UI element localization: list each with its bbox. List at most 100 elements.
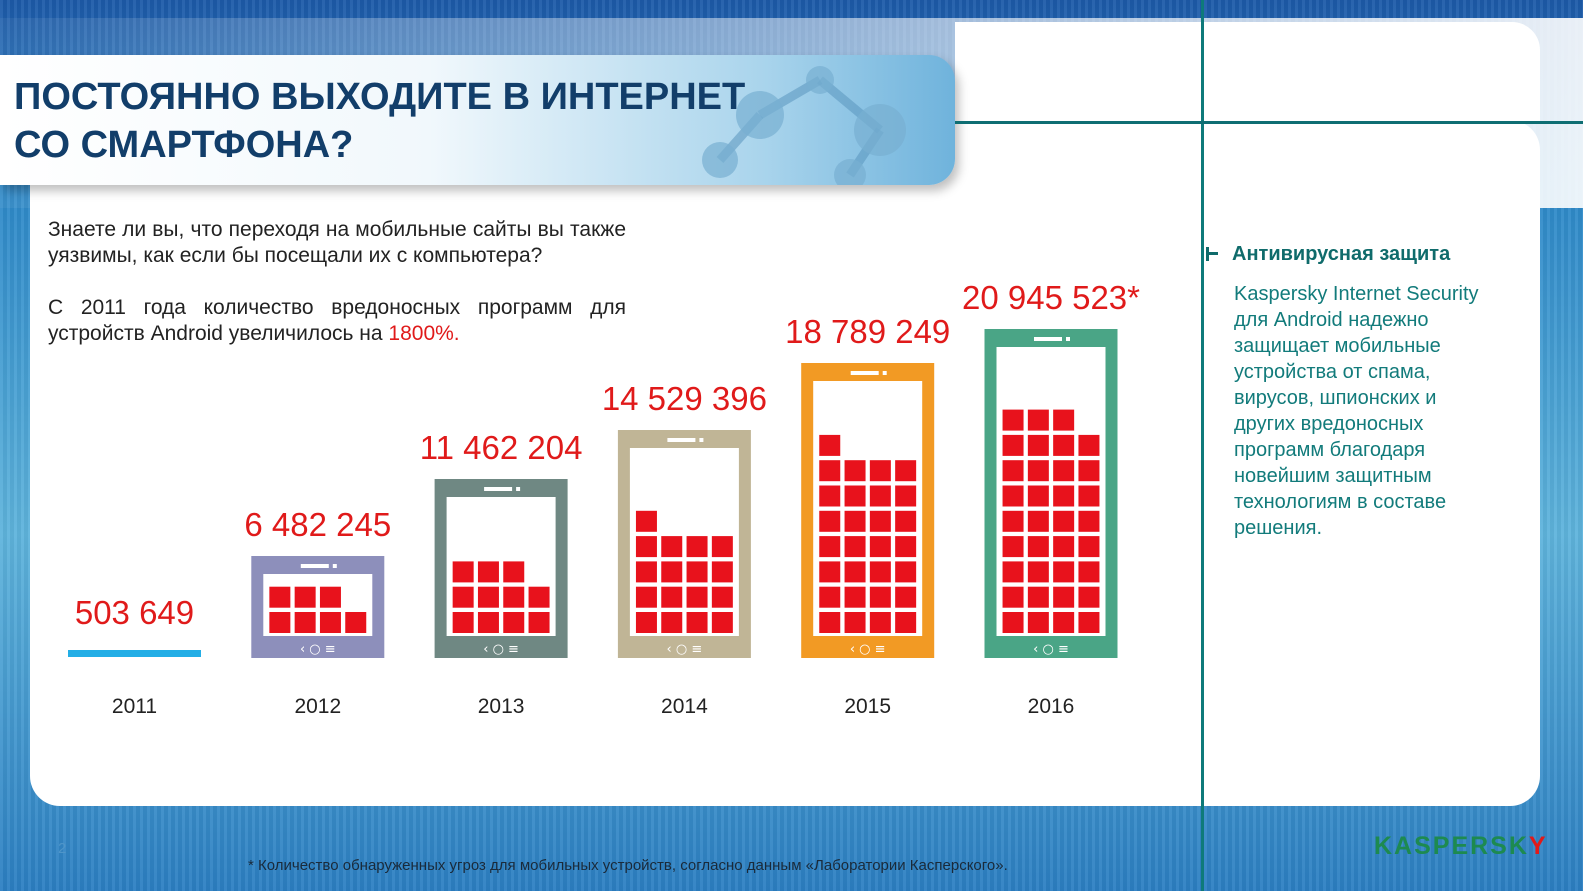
- malware-square: [1078, 612, 1100, 633]
- speaker-slot: [1034, 337, 1062, 341]
- speaker-slot: [667, 438, 696, 442]
- malware-square: [1078, 536, 1100, 558]
- malware-growth-chart: 503 649 2011 ‹ ○ ≡ 6 482 245 2012 ‹ ○ ≡ 11 462…: [68, 279, 1140, 718]
- malware-square: [269, 586, 291, 608]
- page-number: 2: [58, 840, 67, 857]
- malware-square: [1027, 485, 1049, 507]
- malware-square: [1027, 536, 1049, 558]
- camera-dot: [332, 564, 337, 568]
- malware-square: [635, 561, 657, 583]
- malware-square: [1078, 460, 1100, 482]
- malware-square: [294, 586, 316, 608]
- malware-square: [345, 612, 367, 633]
- malware-square: [661, 561, 683, 583]
- nav-buttons-icon: ‹ ○ ≡: [850, 642, 886, 657]
- malware-square: [1078, 434, 1100, 456]
- malware-square: [503, 612, 525, 633]
- malware-square: [319, 612, 341, 633]
- value-label: 18 789 249: [785, 313, 950, 350]
- malware-square: [895, 561, 917, 583]
- malware-square: [1027, 510, 1049, 532]
- malware-square: [844, 561, 866, 583]
- malware-square: [844, 612, 866, 633]
- year-label: 2012: [294, 695, 341, 718]
- value-label: 14 529 396: [602, 380, 767, 417]
- intro-text: Знаете ли вы, что переходя на мобильные …: [48, 217, 626, 347]
- malware-square: [477, 586, 499, 608]
- malware-square: [528, 612, 550, 633]
- footnote: * Количество обнаруженных угроз для моби…: [248, 857, 1008, 874]
- malware-square: [819, 561, 841, 583]
- malware-square: [1002, 586, 1024, 608]
- value-label: 11 462 204: [420, 429, 583, 466]
- intro-highlight: 1800%.: [388, 322, 460, 345]
- year-label: 2013: [478, 695, 525, 718]
- speaker-slot: [484, 487, 513, 491]
- malware-square: [635, 586, 657, 608]
- malware-square: [895, 485, 917, 507]
- nav-buttons-icon: ‹ ○ ≡: [1033, 642, 1069, 657]
- malware-square: [452, 612, 474, 633]
- bar-2011: [68, 650, 201, 657]
- malware-square: [869, 561, 891, 583]
- malware-square: [819, 434, 841, 456]
- speaker-slot: [850, 371, 879, 375]
- malware-square: [869, 612, 891, 633]
- malware-square: [895, 510, 917, 532]
- malware-square: [503, 586, 525, 608]
- intro-paragraph-2: С 2011 года количество вредоносных прогр…: [48, 295, 626, 347]
- malware-square: [686, 536, 708, 558]
- malware-square: [869, 510, 891, 532]
- year-label: 2011: [112, 695, 157, 718]
- malware-square: [711, 586, 733, 608]
- malware-square: [1027, 561, 1049, 583]
- malware-square: [452, 586, 474, 608]
- intro-paragraph-1: Знаете ли вы, что переходя на мобильные …: [48, 218, 626, 267]
- year-label: 2014: [661, 695, 708, 718]
- malware-square: [1002, 561, 1024, 583]
- malware-square: [711, 561, 733, 583]
- malware-square: [869, 536, 891, 558]
- camera-dot: [1066, 337, 1070, 341]
- malware-square: [895, 612, 917, 633]
- nav-buttons-icon: ‹ ○ ≡: [667, 642, 703, 657]
- malware-square: [1053, 460, 1075, 482]
- malware-square: [819, 586, 841, 608]
- malware-square: [711, 536, 733, 558]
- malware-square: [1027, 460, 1049, 482]
- value-label: 20 945 523*: [962, 279, 1140, 316]
- divider-vertical: [1201, 0, 1204, 891]
- molecule-graphic: [702, 66, 906, 185]
- malware-square: [1002, 434, 1024, 456]
- malware-square: [1053, 586, 1075, 608]
- malware-square: [819, 510, 841, 532]
- malware-square: [1027, 434, 1049, 456]
- side-title: Антивирусная защита: [1206, 243, 1450, 266]
- malware-square: [1002, 485, 1024, 507]
- malware-square: [1078, 561, 1100, 583]
- malware-square: [1027, 612, 1049, 633]
- malware-square: [1002, 536, 1024, 558]
- malware-square: [844, 485, 866, 507]
- malware-square: [1053, 409, 1075, 431]
- malware-square: [844, 510, 866, 532]
- malware-square: [503, 561, 525, 583]
- camera-dot: [699, 438, 704, 442]
- malware-square: [1053, 561, 1075, 583]
- malware-square: [895, 586, 917, 608]
- side-description: Kaspersky Internet Security для Android …: [1234, 283, 1479, 539]
- malware-square: [477, 561, 499, 583]
- nav-buttons-icon: ‹ ○ ≡: [483, 642, 519, 657]
- logo-last-letter: Y: [1528, 832, 1548, 860]
- malware-square: [819, 460, 841, 482]
- malware-square: [1078, 586, 1100, 608]
- malware-square: [869, 460, 891, 482]
- malware-square: [452, 561, 474, 583]
- malware-square: [1078, 510, 1100, 532]
- nav-buttons-icon: ‹ ○ ≡: [300, 642, 336, 657]
- value-label: 503 649: [75, 594, 194, 631]
- malware-square: [1053, 485, 1075, 507]
- malware-square: [1053, 612, 1075, 633]
- camera-dot: [882, 371, 887, 375]
- malware-square: [1027, 586, 1049, 608]
